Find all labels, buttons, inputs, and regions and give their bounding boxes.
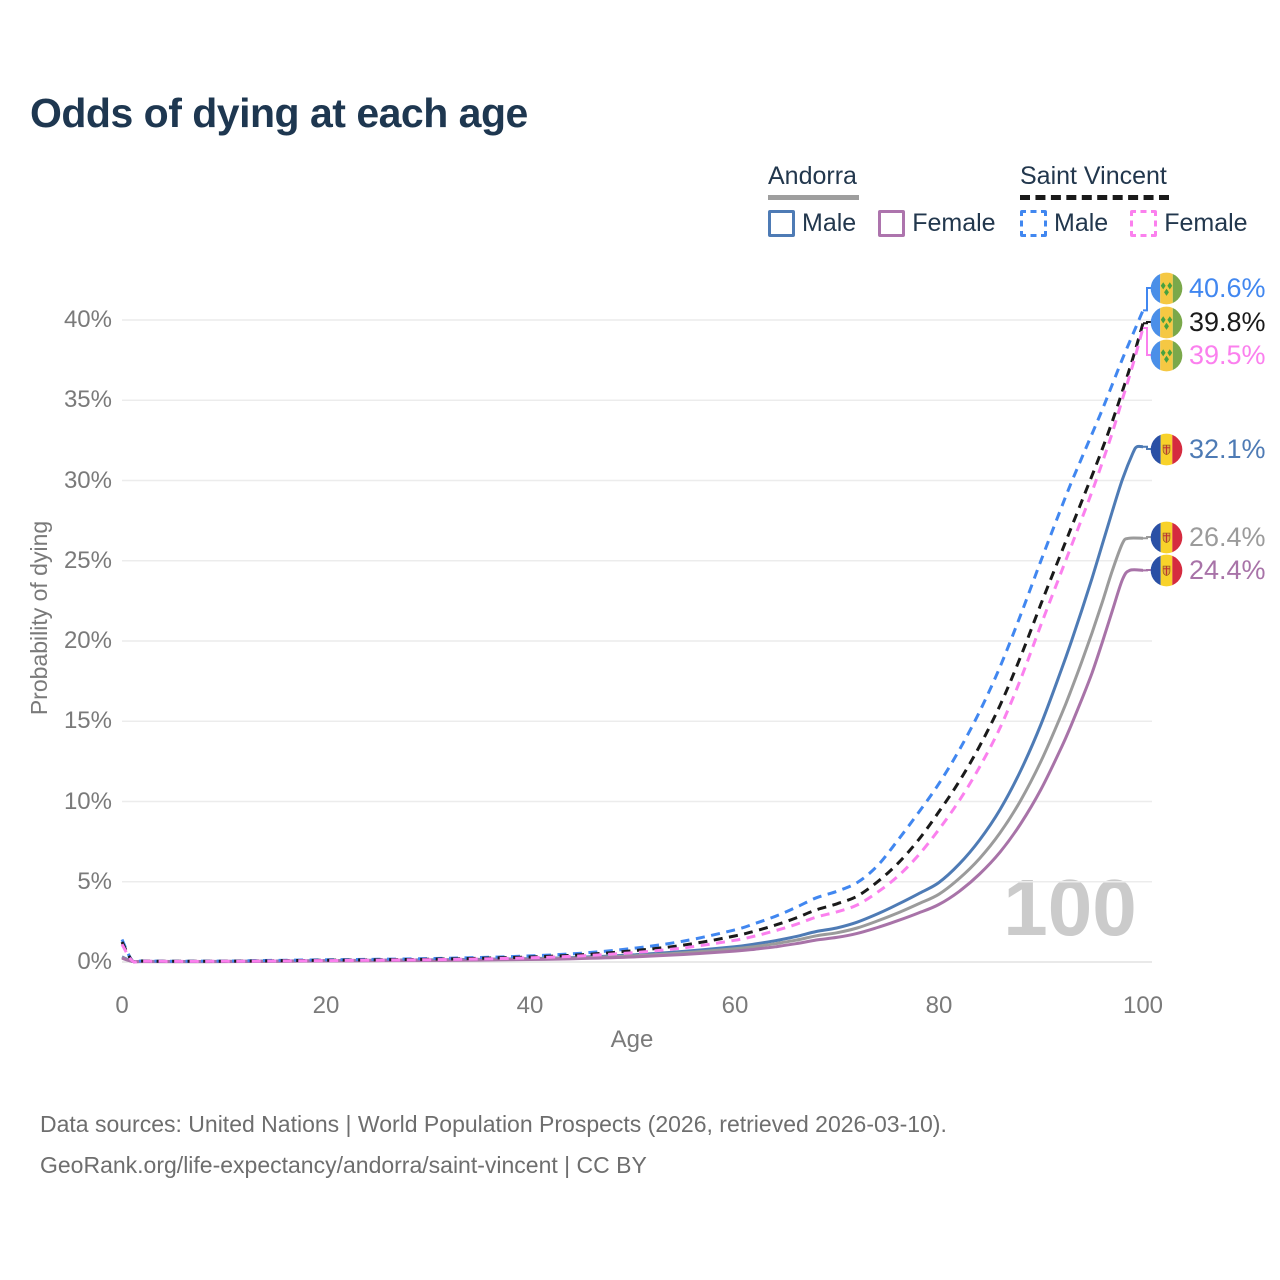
y-tick: 40%: [63, 306, 112, 333]
footer-sources: Data sources: United Nations | World Pop…: [40, 1111, 947, 1137]
legend-country-andorra: Andorra: [768, 162, 859, 200]
x-axis-title: Age: [610, 1026, 654, 1053]
label-leader-andorra-male: [1143, 445, 1152, 450]
footer: Data sources: United Nations | World Pop…: [40, 1104, 947, 1186]
legend-swatch-andorra-female: [878, 210, 906, 237]
label-leader-saint-vincent-female: [1143, 327, 1152, 356]
legend-label: Female: [1164, 209, 1248, 237]
x-tick: 60: [721, 992, 749, 1019]
x-tick: 0: [115, 992, 129, 1019]
curve-saint-vincent-total: [120, 322, 1145, 964]
page-title: Odds of dying at each age: [30, 90, 528, 136]
x-tick: 100: [1122, 992, 1164, 1019]
label-leader-saint-vincent-total: [1143, 321, 1152, 325]
legend-item-andorra-female[interactable]: Female: [878, 209, 996, 238]
legend-item-saint-vincent-female[interactable]: Female: [1130, 209, 1248, 238]
y-tick: 15%: [63, 707, 112, 734]
curve-saint-vincent-female: [120, 327, 1145, 964]
legend-group-saint-vincent: Saint Vincent Male Female: [1020, 162, 1248, 238]
curve-andorra-male: [121, 444, 1144, 964]
y-tick: 0%: [77, 948, 112, 975]
y-tick: 30%: [63, 467, 112, 494]
end-label-saint-vincent-male: 40.6%: [1150, 271, 1266, 305]
label-leader-andorra-total: [1143, 536, 1152, 540]
end-label-saint-vincent-female: 39.5%: [1150, 338, 1266, 372]
end-label-value: 39.5%: [1189, 339, 1266, 370]
y-tick: 5%: [77, 868, 112, 895]
curve-andorra-total: [121, 536, 1144, 964]
footer-attribution: GeoRank.org/life-expectancy/andorra/sain…: [40, 1152, 647, 1178]
legend-country-saint-vincent: Saint Vincent: [1020, 162, 1169, 200]
age-watermark: 100: [1003, 863, 1137, 952]
legend-item-andorra-male[interactable]: Male: [768, 209, 856, 238]
legend-group-andorra: Andorra Male Female: [768, 162, 996, 238]
x-tick: 40: [516, 992, 544, 1019]
y-tick: 10%: [63, 788, 112, 815]
end-label-value: 32.1%: [1189, 433, 1266, 464]
x-tick: 20: [312, 992, 340, 1019]
end-label-saint-vincent-total: 39.8%: [1150, 305, 1266, 339]
y-tick: 20%: [63, 627, 112, 654]
saint-vincent-flag-icon: [1150, 306, 1183, 339]
legend-label: Male: [802, 209, 857, 237]
legend-swatch-saint-vincent-male: [1020, 210, 1047, 237]
end-label-andorra-male: 32.1%: [1150, 432, 1266, 466]
end-label-andorra-total: 26.4%: [1150, 520, 1266, 554]
saint-vincent-flag-icon: [1150, 339, 1183, 372]
legend-label: Male: [1054, 209, 1109, 237]
y-tick: 25%: [63, 547, 112, 574]
curve-andorra-female: [121, 568, 1144, 964]
curve-saint-vincent-male: [120, 309, 1145, 964]
legend-swatch-andorra-male: [768, 210, 795, 237]
end-label-andorra-female: 24.4%: [1150, 553, 1266, 587]
end-label-value: 24.4%: [1189, 554, 1266, 585]
saint-vincent-flag-icon: [1150, 272, 1183, 305]
x-tick: 80: [925, 992, 953, 1019]
andorra-flag-icon: [1150, 433, 1183, 466]
end-label-value: 39.8%: [1189, 306, 1266, 337]
legend-swatch-saint-vincent-female: [1130, 210, 1158, 237]
end-label-value: 26.4%: [1189, 521, 1266, 552]
andorra-flag-icon: [1150, 554, 1183, 587]
legend-item-saint-vincent-male[interactable]: Male: [1020, 209, 1108, 238]
legend-label: Female: [912, 209, 996, 237]
end-label-value: 40.6%: [1189, 272, 1266, 303]
label-leader-saint-vincent-male: [1143, 287, 1152, 312]
y-tick: 35%: [63, 386, 112, 413]
andorra-flag-icon: [1150, 521, 1183, 554]
